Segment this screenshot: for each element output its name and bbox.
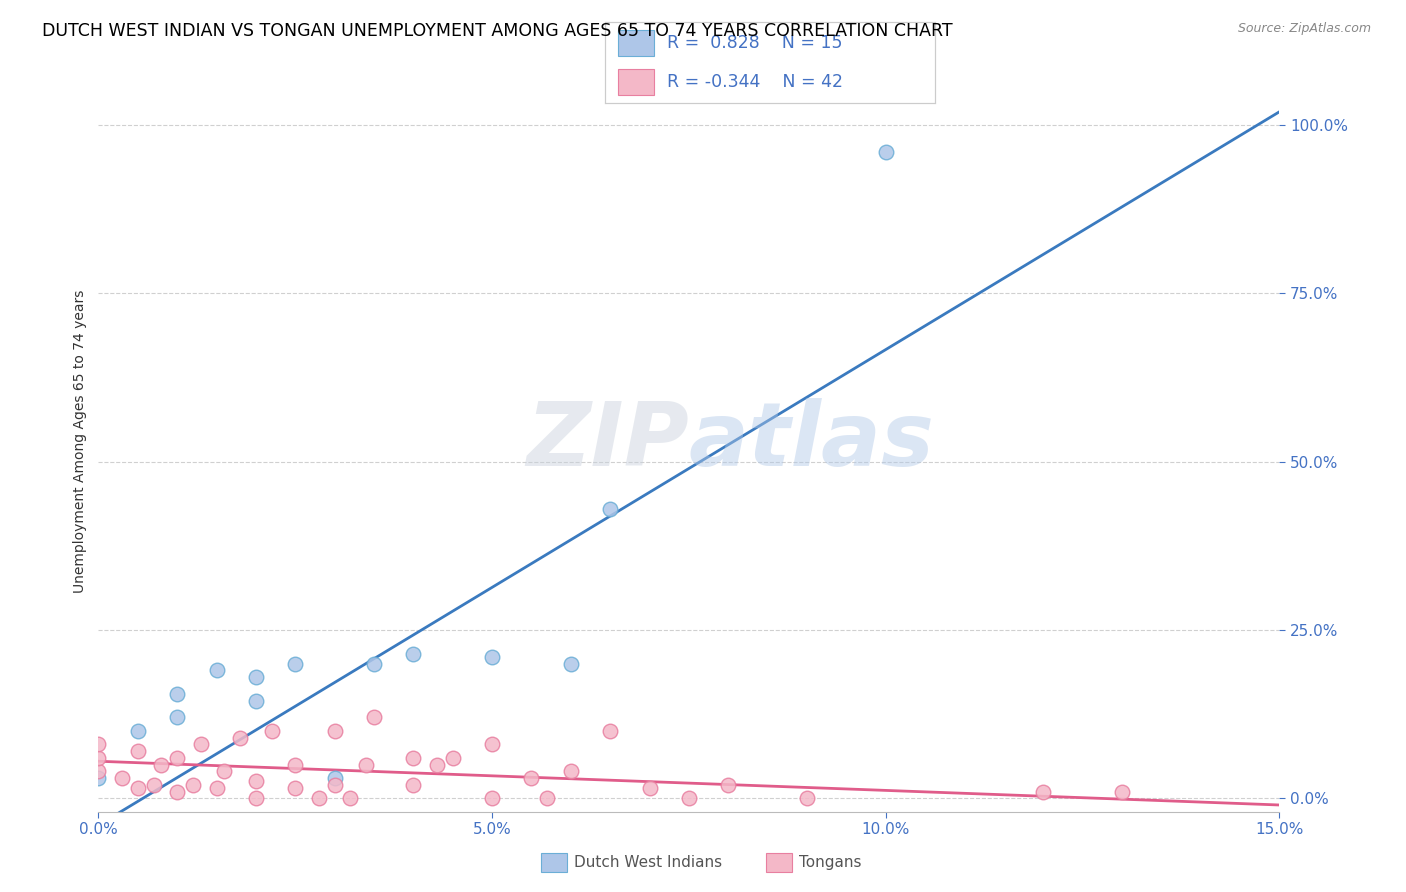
Point	[245, 791, 267, 805]
Point	[127, 781, 149, 796]
Point	[245, 774, 267, 789]
Text: atlas: atlas	[689, 398, 935, 485]
Point	[284, 657, 307, 671]
Point	[87, 764, 110, 779]
Point	[214, 764, 236, 779]
Point	[402, 647, 425, 661]
Point	[181, 778, 204, 792]
Point	[308, 791, 330, 805]
Point	[638, 781, 661, 796]
Point	[363, 710, 385, 724]
Point	[205, 781, 228, 796]
Point	[441, 751, 464, 765]
Point	[166, 751, 188, 765]
Point	[323, 771, 346, 785]
Point	[536, 791, 558, 805]
Point	[323, 778, 346, 792]
Text: Source: ZipAtlas.com: Source: ZipAtlas.com	[1237, 22, 1371, 36]
Point	[599, 723, 621, 738]
Point	[717, 778, 740, 792]
Point	[481, 649, 503, 664]
Text: DUTCH WEST INDIAN VS TONGAN UNEMPLOYMENT AMONG AGES 65 TO 74 YEARS CORRELATION C: DUTCH WEST INDIAN VS TONGAN UNEMPLOYMENT…	[42, 22, 953, 40]
Point	[678, 791, 700, 805]
Point	[339, 791, 361, 805]
Text: Tongans: Tongans	[799, 855, 860, 870]
Point	[1032, 784, 1054, 798]
Point	[127, 723, 149, 738]
Point	[520, 771, 543, 785]
Point	[87, 751, 110, 765]
Point	[354, 757, 377, 772]
Point	[205, 664, 228, 678]
Text: R = -0.344    N = 42: R = -0.344 N = 42	[668, 73, 844, 91]
Point	[142, 778, 165, 792]
Bar	[617, 30, 654, 56]
Point	[796, 791, 818, 805]
Point	[284, 757, 307, 772]
Point	[166, 687, 188, 701]
Point	[560, 764, 582, 779]
Point	[363, 657, 385, 671]
Point	[150, 757, 173, 772]
Text: ZIP: ZIP	[526, 398, 689, 485]
Text: Dutch West Indians: Dutch West Indians	[574, 855, 721, 870]
Y-axis label: Unemployment Among Ages 65 to 74 years: Unemployment Among Ages 65 to 74 years	[73, 290, 87, 593]
Text: R =  0.828    N = 15: R = 0.828 N = 15	[668, 34, 842, 52]
Bar	[617, 69, 654, 95]
Point	[599, 501, 621, 516]
Point	[111, 771, 134, 785]
Point	[560, 657, 582, 671]
Point	[402, 778, 425, 792]
Point	[284, 781, 307, 796]
Point	[229, 731, 252, 745]
Point	[87, 771, 110, 785]
Point	[1111, 784, 1133, 798]
Point	[402, 751, 425, 765]
Point	[245, 670, 267, 684]
Point	[481, 738, 503, 752]
Point	[481, 791, 503, 805]
Point	[127, 744, 149, 758]
Point	[166, 710, 188, 724]
Point	[166, 784, 188, 798]
Point	[245, 694, 267, 708]
Point	[260, 723, 283, 738]
Point	[323, 723, 346, 738]
Point	[87, 738, 110, 752]
Point	[875, 145, 897, 160]
Point	[426, 757, 449, 772]
Point	[190, 738, 212, 752]
